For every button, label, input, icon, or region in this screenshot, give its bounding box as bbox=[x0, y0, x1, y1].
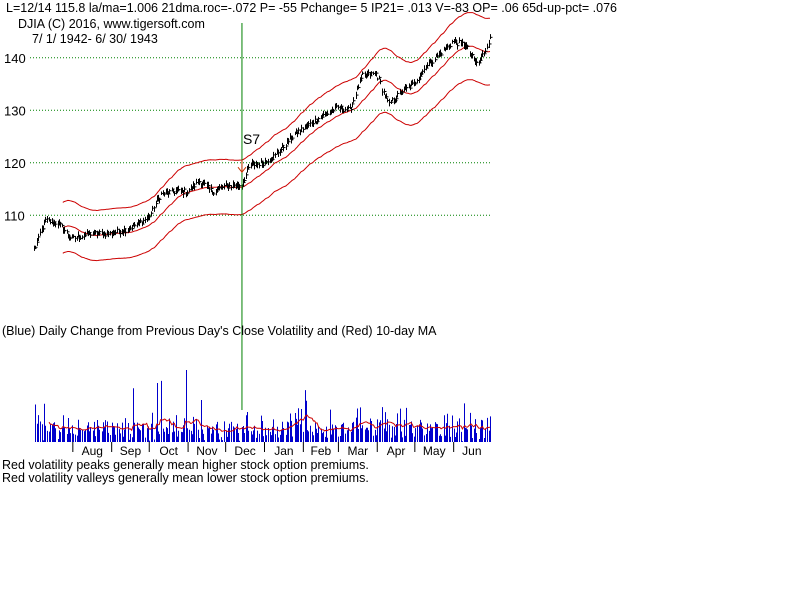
month-axis: Aug Sep Oct Nov Dec Jan Feb Mar Apr May Jun bbox=[72, 442, 482, 458]
y-tick-130: 130 bbox=[4, 103, 26, 118]
volatility-title: (Blue) Daily Change from Previous Day's … bbox=[2, 324, 437, 338]
y-tick-120: 120 bbox=[4, 156, 26, 171]
price-y-axis: 110 120 130 140 bbox=[4, 51, 26, 224]
date-range: 7/ 1/ 1942- 6/ 30/ 1943 bbox=[32, 32, 158, 46]
price-bars bbox=[34, 34, 493, 251]
symbol-copyright: DJIA (C) 2016, www.tigersoft.com bbox=[18, 17, 205, 31]
month-label-aug: Aug bbox=[82, 444, 103, 458]
month-label-apr: Apr bbox=[387, 444, 406, 458]
price-bands bbox=[62, 12, 491, 262]
month-label-sep: Sep bbox=[120, 444, 142, 458]
upper-band-line bbox=[62, 12, 491, 212]
ma-21-line bbox=[62, 45, 491, 237]
y-tick-110: 110 bbox=[4, 208, 25, 223]
note-peaks: Red volatility peaks generally mean high… bbox=[2, 458, 369, 472]
month-label-feb: Feb bbox=[311, 444, 332, 458]
month-label-nov: Nov bbox=[196, 444, 217, 458]
month-label-jun: Jun bbox=[462, 444, 481, 458]
month-label-oct: Oct bbox=[159, 444, 178, 458]
volatility-chart bbox=[35, 370, 491, 442]
month-label-jan: Jan bbox=[274, 444, 293, 458]
month-label-dec: Dec bbox=[234, 444, 255, 458]
lower-band-line bbox=[62, 79, 491, 262]
signal-arrow-head bbox=[237, 166, 247, 174]
signal-marker: S7 bbox=[237, 23, 260, 410]
note-valleys: Red volatility valleys generally mean lo… bbox=[2, 471, 369, 485]
volatility-ma-line bbox=[48, 414, 491, 433]
month-label-mar: Mar bbox=[347, 444, 368, 458]
header-stats: L=12/14 115.8 la/ma=1.006 21dma.roc=-.07… bbox=[6, 1, 617, 15]
signal-label: S7 bbox=[243, 131, 260, 147]
y-tick-140: 140 bbox=[4, 51, 26, 66]
month-label-may: May bbox=[423, 444, 446, 458]
